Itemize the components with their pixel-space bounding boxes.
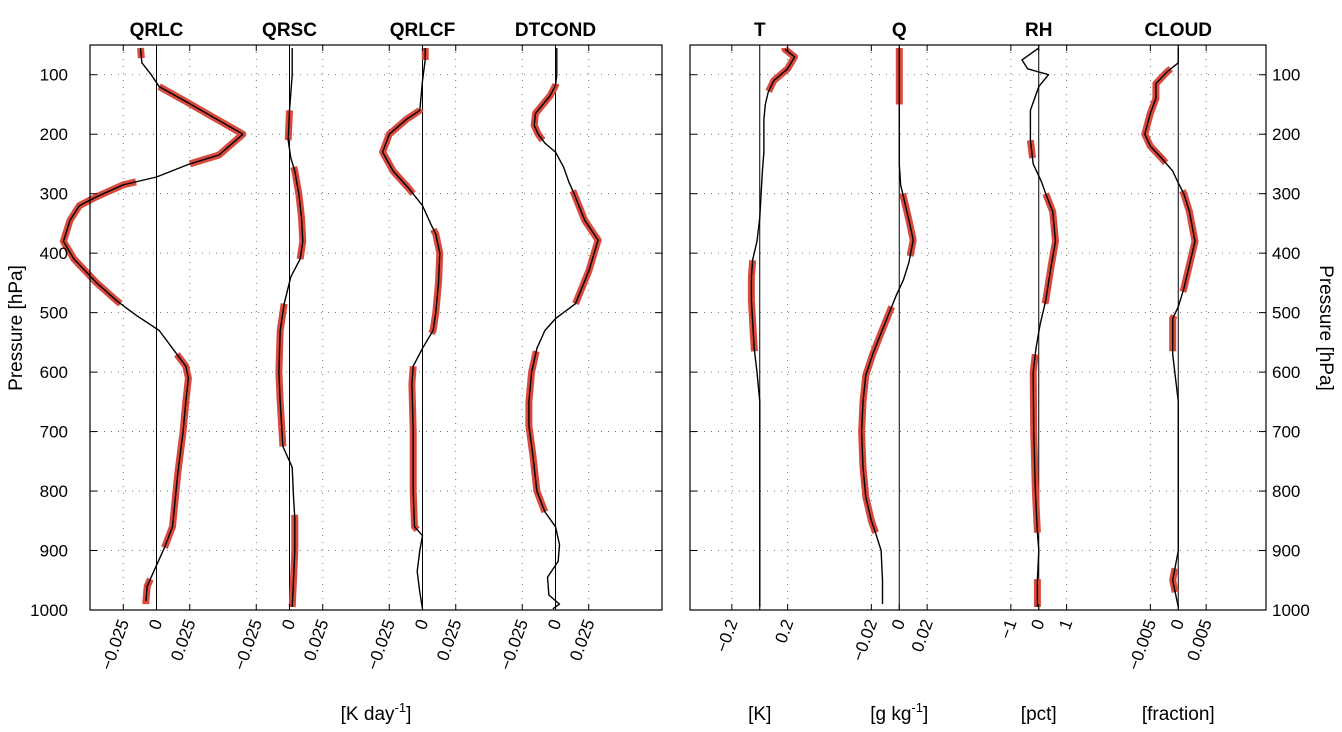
highlight-segment	[161, 352, 192, 549]
ytick-label: 600	[40, 363, 68, 382]
ytick-label: 200	[1272, 125, 1300, 144]
xtick-label: 0.025	[167, 617, 199, 663]
xtick-label: −0.025	[97, 617, 133, 673]
xtick-label: −0.025	[363, 617, 399, 673]
series-rh	[1021, 47, 1059, 607]
ytick-label: 100	[1272, 66, 1300, 85]
ytick-label: 900	[1272, 542, 1300, 561]
series-qrsc	[275, 48, 307, 608]
xtick-label: 0	[888, 617, 909, 632]
x-axis-label-left: [K day-1]	[341, 700, 412, 725]
y-axis-label-left: Pressure [hPa]	[6, 265, 27, 391]
xtick-label: 0.02	[908, 617, 937, 655]
xtick-label: 0.025	[300, 617, 332, 663]
xtick-label: 0.2	[771, 617, 797, 646]
ytick-label: 200	[40, 125, 68, 144]
ytick-label: 700	[40, 423, 68, 442]
xtick-label: 0	[1167, 617, 1188, 632]
highlight-segment	[1141, 66, 1174, 166]
column-title: CLOUD	[1144, 20, 1212, 41]
xtick-label: 0	[1027, 617, 1048, 632]
profile-line	[381, 48, 441, 609]
ytick-label: 400	[40, 244, 68, 263]
column-title: QRSC	[262, 20, 317, 41]
grid	[690, 45, 1266, 611]
ytick-label: 400	[1272, 244, 1300, 263]
ytick-label: 700	[1272, 423, 1300, 442]
y-axis-label-right: Pressure [hPa]	[1315, 265, 1336, 391]
profile-line	[860, 48, 914, 605]
xtick-label: −0.025	[496, 617, 532, 673]
column-title: RH	[1025, 20, 1052, 41]
highlight-segment	[1179, 189, 1199, 293]
column-title: QRLC	[130, 20, 184, 41]
xtick-label: −0.005	[1124, 617, 1160, 673]
unit-label: [pct]	[1021, 704, 1057, 725]
series-t	[747, 45, 799, 607]
unit-label: [K]	[748, 704, 771, 725]
profile-line	[1144, 48, 1196, 608]
profile-line	[1021, 47, 1057, 607]
unit-label: [g kg-1]	[870, 700, 928, 725]
series-cloud	[1141, 48, 1199, 608]
ytick-label: 500	[40, 304, 68, 323]
axes-frame	[89, 44, 663, 611]
series-q	[858, 48, 917, 605]
xtick-label: 0.005	[1184, 617, 1216, 663]
profile-line	[528, 48, 599, 610]
xtick-label: 0	[544, 617, 565, 632]
xtick-label: 0	[411, 617, 432, 632]
ytick-label: 600	[1272, 363, 1300, 382]
column-title: QRLCF	[390, 20, 455, 41]
xtick-label: 0	[145, 617, 166, 632]
xtick-label: −0.025	[230, 617, 266, 673]
xtick-label: −0.2	[712, 617, 741, 655]
ytick-label: 1000	[1272, 601, 1310, 620]
highlight-segment	[569, 189, 602, 306]
xtick-label: 0.025	[566, 617, 598, 663]
xtick-label: −1	[996, 617, 1020, 642]
profile-line	[62, 47, 244, 602]
axes-frame	[689, 44, 1267, 611]
ytick-label: 300	[40, 185, 68, 204]
series-qrlcf	[379, 48, 444, 609]
ytick-label: 900	[40, 542, 68, 561]
unit-label: [fraction]	[1142, 704, 1215, 725]
series-qrlc	[59, 47, 247, 605]
xtick-label: 0.025	[433, 617, 465, 663]
column-title: Q	[892, 20, 907, 41]
highlight-segment	[157, 83, 247, 168]
ytick-label: 1000	[30, 601, 68, 620]
ytick-label: 100	[40, 66, 68, 85]
profile-line	[750, 48, 796, 607]
series-dtcond	[525, 48, 602, 610]
xtick-label: 1	[1055, 617, 1076, 632]
ytick-label: 800	[1272, 482, 1300, 501]
profile-line	[278, 48, 304, 608]
ytick-label: 500	[1272, 304, 1300, 323]
ytick-label: 800	[40, 482, 68, 501]
xtick-label: −0.02	[849, 617, 882, 664]
column-title: DTCOND	[515, 20, 596, 41]
ytick-label: 300	[1272, 185, 1300, 204]
column-title: T	[754, 20, 766, 41]
right-panel: T−0.2 0.2[K]Q−0.02 00.02[g kg-1]RH−1 0 1[pct…	[689, 20, 1336, 725]
xtick-label: 0	[278, 617, 299, 632]
